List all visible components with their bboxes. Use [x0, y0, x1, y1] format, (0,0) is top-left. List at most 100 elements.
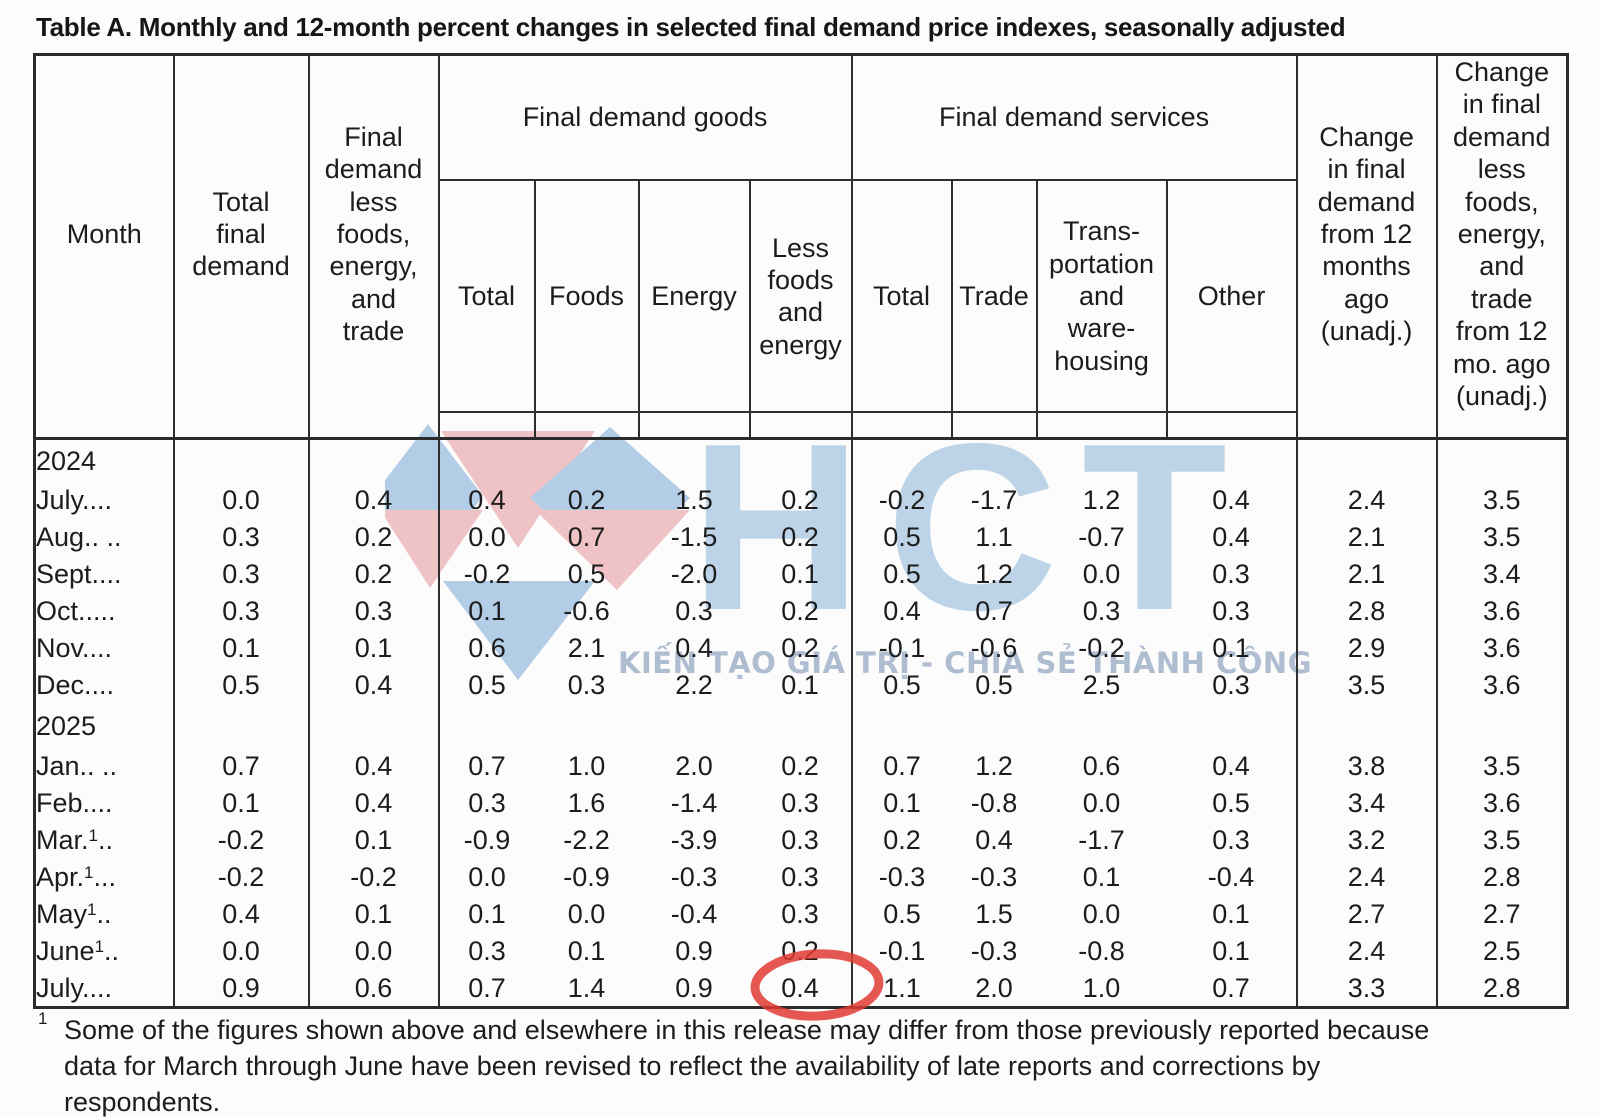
table-title: Table A. Monthly and 12-month percent ch…	[36, 12, 1346, 42]
value-cell: 3.8	[1295, 748, 1437, 786]
empty-cell	[307, 438, 439, 483]
empty-cell	[750, 704, 852, 748]
value-cell: -0.6	[563, 596, 610, 627]
value-cell: 0.4	[437, 482, 535, 520]
value-cell: 0.7	[975, 596, 1013, 627]
data-row: Aug.. .. 0.3 0.2 0.0 0.7 -1.5 0.2 0.5 1.1 -0.7 0.4…	[35, 519, 1568, 557]
value-cell: -0.7	[1078, 522, 1125, 553]
value-cell: 0.5	[975, 670, 1013, 701]
value-cell: 0.4	[172, 896, 309, 934]
value-cell: 0.7	[567, 522, 606, 553]
value-cell: 0.2	[781, 485, 819, 516]
month-cell: May1..	[36, 899, 112, 930]
value-cell: 1.0	[1082, 972, 1121, 1003]
value-cell: 3.2	[1295, 822, 1437, 860]
empty-cell	[172, 438, 309, 483]
value-cell: 2.8	[1435, 859, 1568, 897]
value-cell: -0.9	[563, 862, 610, 893]
value-cell: 0.5	[850, 896, 952, 934]
table-body: 2024 July.... 0.0 0.4 0.4 0.2 1.5 0.2 -0.2 -1.7 1.…	[35, 438, 1568, 1008]
value-cell: -1.7	[1078, 825, 1125, 856]
data-row: May1.. 0.4 0.1 0.1 0.0 -0.4 0.3 0.5 1.5 0.0 0.1 2.7…	[35, 896, 1568, 934]
value-cell: -0.8	[1078, 936, 1125, 967]
empty-cell	[1295, 438, 1437, 483]
value-cell: 2.0	[675, 751, 713, 782]
value-cell: 1.2	[975, 559, 1013, 590]
empty-cell	[639, 704, 750, 748]
value-cell: 0.3	[567, 670, 606, 701]
value-cell: 0.3	[1082, 596, 1121, 627]
value-cell: 0.0	[1082, 559, 1121, 590]
value-cell: 0.5	[850, 667, 952, 705]
value-cell: 0.4	[1212, 485, 1250, 516]
value-cell: 1.1	[975, 522, 1013, 553]
value-cell: 0.2	[567, 485, 606, 516]
month-cell: Dec....	[36, 670, 115, 701]
footnote-marker: 1	[38, 1009, 48, 1028]
month-cell: Mar.1..	[36, 825, 113, 856]
value-cell: 2.9	[1295, 630, 1437, 668]
value-cell: 0.3	[781, 899, 819, 930]
data-row: Sept.... 0.3 0.2 -0.2 0.5 -2.0 0.1 0.5 1.2 0.0 0.3…	[35, 556, 1568, 594]
value-cell: 2.7	[1295, 896, 1437, 934]
value-cell: 0.3	[172, 593, 309, 631]
value-cell: 3.5	[1435, 482, 1568, 520]
value-cell: 3.5	[1435, 519, 1568, 557]
header-services-other: Other	[1165, 180, 1297, 414]
value-cell: 0.2	[781, 633, 819, 664]
value-cell: 0.4	[675, 633, 713, 664]
value-cell: 0.2	[781, 522, 819, 553]
value-cell: -2.0	[670, 559, 718, 590]
value-cell: 0.0	[567, 899, 606, 930]
empty-cell	[1435, 704, 1568, 749]
value-cell: 1.2	[1082, 485, 1121, 516]
value-cell: 0.1	[437, 593, 535, 631]
empty-cell	[307, 704, 439, 749]
value-cell: 0.1	[172, 630, 309, 668]
header-goods-total: Total	[437, 180, 535, 414]
year-row: 2024	[35, 438, 1568, 483]
value-cell: 2.5	[1435, 933, 1568, 971]
value-cell: 0.1	[781, 670, 819, 701]
value-cell: 0.4	[1212, 522, 1250, 553]
data-row: Oct..... 0.3 0.3 0.1 -0.6 0.3 0.2 0.4 0.7 0.3 0.3 2…	[35, 593, 1568, 631]
value-cell: -0.4	[670, 899, 718, 930]
value-cell: 3.4	[1435, 556, 1568, 594]
value-cell: 0.1	[437, 896, 535, 934]
empty-cell	[1435, 438, 1568, 483]
data-row: July.... 0.9 0.6 0.7 1.4 0.9 0.4 1.1 2.0 1.0 0.7 3.…	[35, 970, 1568, 1008]
value-cell: 0.3	[1212, 596, 1250, 627]
value-cell: 0.3	[437, 933, 535, 971]
month-cell: Apr.1...	[36, 862, 117, 893]
value-cell: -0.9	[437, 822, 535, 860]
value-cell: -0.3	[670, 862, 718, 893]
value-cell: 0.4	[850, 593, 952, 631]
value-cell: 0.4	[307, 748, 439, 786]
value-cell: 0.4	[1212, 751, 1250, 782]
value-cell: 0.3	[781, 788, 819, 819]
value-cell: 0.1	[567, 936, 606, 967]
value-cell: 0.3	[307, 593, 439, 631]
value-cell: 0.3	[437, 785, 535, 823]
value-cell: 2.1	[567, 633, 606, 664]
header-services-transport: Trans- portation and ware- housing	[1035, 180, 1167, 414]
value-cell: 0.4	[307, 482, 439, 520]
value-cell: 3.6	[1435, 630, 1568, 668]
value-cell: 0.1	[307, 822, 439, 860]
month-cell: Aug.. ..	[36, 522, 122, 553]
value-cell: 0.0	[1082, 899, 1121, 930]
value-cell: 1.5	[675, 485, 713, 516]
value-cell: 0.9	[675, 936, 713, 967]
value-cell: 1.5	[975, 899, 1013, 930]
value-cell: -0.2	[172, 859, 309, 897]
value-cell: 1.0	[567, 751, 606, 782]
value-cell: -0.2	[307, 859, 439, 897]
value-cell: 2.4	[1295, 933, 1437, 971]
footnote-text: Some of the figures shown above and else…	[64, 1015, 1430, 1117]
watermark-tagline: KIẾN TẠO GIÁ TRỊ - CHIA SẺ THÀNH CÔNG	[618, 646, 1312, 680]
value-cell: 2.4	[1295, 859, 1437, 897]
value-cell: 0.1	[1212, 899, 1250, 930]
value-cell: 0.0	[172, 482, 309, 520]
year-label: 2024	[36, 445, 97, 476]
year-row: 2025	[35, 704, 1568, 749]
